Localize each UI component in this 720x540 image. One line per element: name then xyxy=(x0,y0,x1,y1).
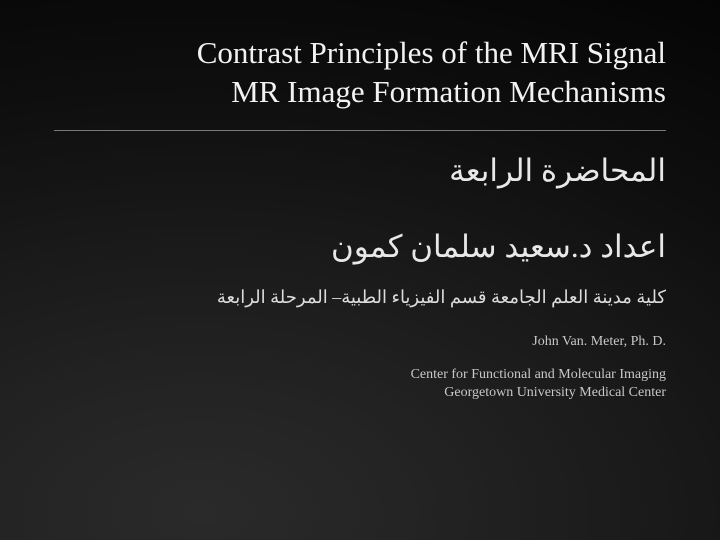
title-line-1: Contrast Principles of the MRI Signal xyxy=(54,34,666,73)
affiliation-arabic: كلية مدينة العلم الجامعة قسم الفيزياء ال… xyxy=(54,287,666,308)
affiliation-english: Center for Functional and Molecular Imag… xyxy=(54,366,666,404)
author-arabic: اعداد د.سعيد سلمان كمون xyxy=(54,229,666,265)
affil-en-line-2: Georgetown University Medical Center xyxy=(54,384,666,403)
divider xyxy=(54,130,666,131)
title-line-2: MR Image Formation Mechanisms xyxy=(54,73,666,112)
author-english: John Van. Meter, Ph. D. xyxy=(54,334,666,350)
subtitle-arabic: المحاضرة الرابعة xyxy=(54,153,666,189)
affil-en-line-1: Center for Functional and Molecular Imag… xyxy=(54,366,666,385)
title-block: Contrast Principles of the MRI Signal MR… xyxy=(54,34,666,112)
slide: Contrast Principles of the MRI Signal MR… xyxy=(0,0,720,540)
